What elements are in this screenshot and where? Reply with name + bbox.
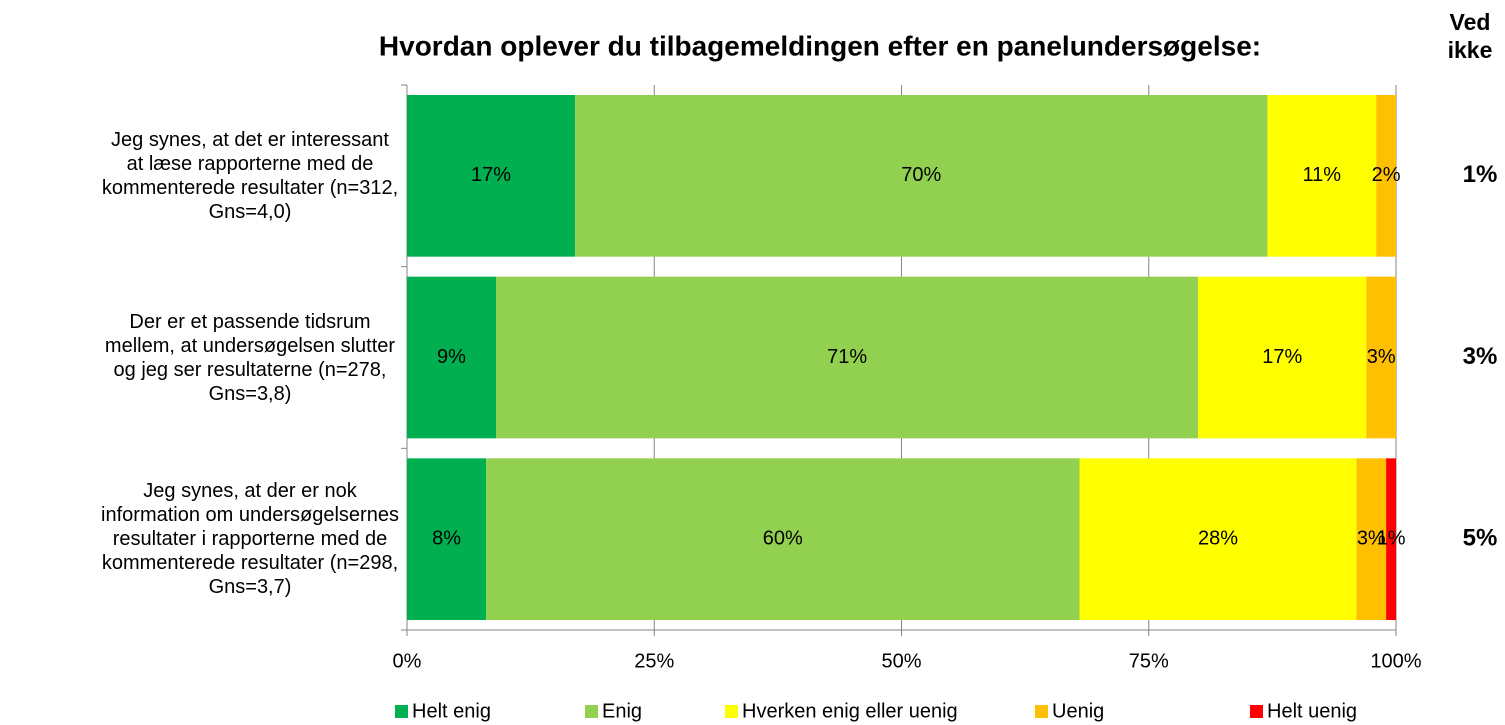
bar-segment	[575, 94, 1268, 257]
value-label: 70%	[901, 164, 941, 186]
bar-segment	[486, 458, 1080, 621]
value-label: 2%	[1372, 164, 1401, 186]
bar-segment	[1079, 458, 1357, 621]
value-label: 28%	[1198, 527, 1238, 549]
legend-swatch	[725, 705, 738, 718]
bar-segment	[496, 276, 1199, 439]
value-label: 11%	[1303, 164, 1342, 186]
bar-segment	[1356, 458, 1387, 621]
bar-segment	[1267, 94, 1377, 257]
legend-label: Helt enig	[412, 700, 491, 722]
legend-label: Enig	[602, 700, 642, 722]
legend-label: Helt uenig	[1267, 700, 1357, 722]
value-label: 3%	[1357, 527, 1386, 549]
value-label: 17%	[471, 164, 511, 186]
bar-segment	[1376, 94, 1396, 257]
value-label: 9%	[437, 346, 466, 368]
x-tick-label: 0%	[393, 650, 422, 672]
ved-ikke-header: Ved ikke	[1447, 9, 1493, 63]
x-tick-label: 50%	[881, 650, 921, 672]
legend-swatch	[1035, 705, 1048, 718]
value-label: 17%	[1262, 346, 1302, 368]
category-label: Jeg synes, at det er interessant at læse…	[101, 128, 399, 223]
legend-label: Hverken enig eller uenig	[742, 700, 958, 722]
value-label: 1%	[1377, 527, 1406, 549]
chart-title: Hvordan oplever du tilbagemeldingen efte…	[379, 30, 1261, 61]
category-label: Jeg synes, at der er nok information om …	[101, 480, 399, 599]
x-tick-label: 100%	[1370, 650, 1421, 672]
ved-ikke-value: 5%	[1463, 525, 1498, 552]
x-tick-label: 75%	[1129, 650, 1169, 672]
bar-segment	[407, 458, 487, 621]
category-label: Der er et passende tidsrum mellem, at un…	[104, 310, 396, 405]
bar-segment	[407, 276, 497, 439]
legend-label: Uenig	[1052, 700, 1104, 722]
x-tick-label: 25%	[634, 650, 674, 672]
legend-swatch	[395, 705, 408, 718]
bar-segment	[1386, 458, 1396, 621]
ved-ikke-value: 1%	[1463, 161, 1498, 188]
value-label: 3%	[1367, 346, 1396, 368]
ved-ikke-value: 3%	[1463, 343, 1498, 370]
value-label: 8%	[432, 527, 461, 549]
value-label: 60%	[763, 527, 803, 549]
legend-swatch	[585, 705, 598, 718]
bar-segment	[1198, 276, 1367, 439]
bar-segment	[1366, 276, 1396, 439]
legend-swatch	[1250, 705, 1263, 718]
bar-segment	[407, 94, 576, 257]
value-label: 71%	[827, 346, 867, 368]
